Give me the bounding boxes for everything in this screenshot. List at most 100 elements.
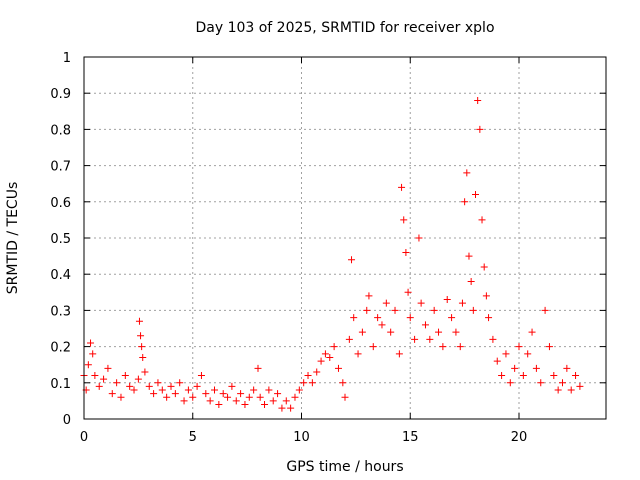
y-tick-label: 0 xyxy=(63,413,71,428)
data-point xyxy=(554,386,562,394)
data-point xyxy=(374,314,382,322)
data-point xyxy=(511,364,519,372)
y-tick-label: 0.5 xyxy=(50,232,71,247)
data-point xyxy=(439,343,447,351)
data-point xyxy=(308,379,316,387)
data-point xyxy=(358,328,366,336)
data-point xyxy=(95,382,103,390)
data-point xyxy=(474,96,482,104)
plot-frame xyxy=(83,56,607,420)
data-point xyxy=(287,404,295,412)
data-point xyxy=(550,372,558,380)
data-point xyxy=(391,306,399,314)
data-point xyxy=(113,379,121,387)
data-point xyxy=(402,248,410,256)
data-point xyxy=(476,125,484,133)
data-point xyxy=(506,379,514,387)
data-point xyxy=(145,382,153,390)
x-axis-label: GPS time / hours xyxy=(286,459,403,475)
data-point xyxy=(215,401,223,409)
data-point xyxy=(126,382,134,390)
data-point xyxy=(121,372,129,380)
x-tick-label: 15 xyxy=(402,430,419,445)
data-point xyxy=(537,379,545,387)
data-point xyxy=(472,191,479,199)
data-point xyxy=(458,299,466,307)
data-point xyxy=(139,353,147,361)
data-point xyxy=(176,379,184,387)
y-tick-label: 0.8 xyxy=(50,123,71,138)
data-point xyxy=(559,379,566,387)
data-point xyxy=(137,332,145,340)
data-point xyxy=(130,386,138,394)
data-point xyxy=(321,350,329,358)
data-point xyxy=(100,375,108,383)
data-point xyxy=(89,350,97,358)
data-point xyxy=(256,393,264,401)
data-point xyxy=(443,296,451,304)
data-point xyxy=(363,306,371,314)
data-point xyxy=(163,393,171,401)
data-point xyxy=(400,216,408,224)
data-point xyxy=(426,335,434,343)
data-point xyxy=(519,372,527,380)
x-tick-label: 20 xyxy=(511,430,528,445)
data-point xyxy=(469,306,477,314)
data-point xyxy=(532,364,540,372)
data-point xyxy=(326,353,334,361)
data-point xyxy=(232,397,240,405)
data-point xyxy=(545,343,553,351)
data-point xyxy=(382,299,390,307)
data-point xyxy=(378,321,386,329)
data-point xyxy=(167,382,175,390)
data-point xyxy=(482,292,490,300)
data-point xyxy=(295,386,303,394)
data-point xyxy=(404,288,412,296)
data-point xyxy=(189,393,197,401)
data-point xyxy=(502,350,510,358)
data-point xyxy=(282,397,290,405)
data-points xyxy=(80,96,584,412)
data-point xyxy=(350,314,358,322)
data-point xyxy=(219,390,227,398)
data-point xyxy=(202,390,210,398)
data-point xyxy=(463,169,471,177)
data-point xyxy=(498,372,506,380)
y-tick-label: 1 xyxy=(63,51,71,66)
data-point xyxy=(489,335,497,343)
y-tick-label: 0.3 xyxy=(50,304,71,319)
data-point xyxy=(456,343,464,351)
data-point xyxy=(415,234,423,242)
data-point xyxy=(274,390,282,398)
data-point xyxy=(528,328,536,336)
data-point xyxy=(87,339,95,347)
x-tick-label: 0 xyxy=(80,430,88,445)
data-point xyxy=(572,372,580,380)
y-axis-label: SRMTID / TECUs xyxy=(5,182,21,295)
data-point xyxy=(467,277,475,285)
grid-lines xyxy=(84,57,606,419)
data-point xyxy=(406,314,414,322)
data-point xyxy=(411,335,419,343)
data-point xyxy=(341,393,349,401)
data-point xyxy=(485,314,493,322)
data-point xyxy=(237,390,245,398)
data-point xyxy=(345,335,353,343)
data-point xyxy=(452,328,460,336)
data-point xyxy=(91,372,99,380)
data-point xyxy=(150,390,158,398)
data-point xyxy=(135,317,143,325)
data-point xyxy=(478,216,486,224)
x-tick-label: 5 xyxy=(189,430,197,445)
data-point xyxy=(398,183,406,191)
data-point xyxy=(197,372,205,380)
y-tick-label: 0.6 xyxy=(50,196,71,211)
data-point xyxy=(193,382,201,390)
x-tick-label: 10 xyxy=(293,430,310,445)
data-point xyxy=(206,397,214,405)
data-point xyxy=(84,361,92,369)
data-point xyxy=(369,343,377,351)
data-point xyxy=(104,364,112,372)
data-point xyxy=(250,386,258,394)
data-point xyxy=(348,256,356,264)
